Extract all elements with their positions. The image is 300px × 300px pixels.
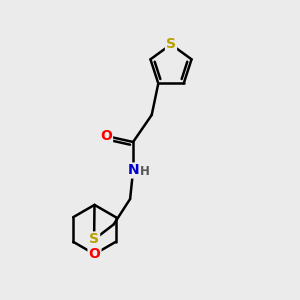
Text: N: N bbox=[127, 164, 139, 178]
Text: O: O bbox=[100, 129, 112, 143]
Text: S: S bbox=[89, 232, 99, 247]
Text: H: H bbox=[140, 165, 149, 178]
Text: O: O bbox=[88, 247, 101, 261]
Text: S: S bbox=[166, 38, 176, 51]
